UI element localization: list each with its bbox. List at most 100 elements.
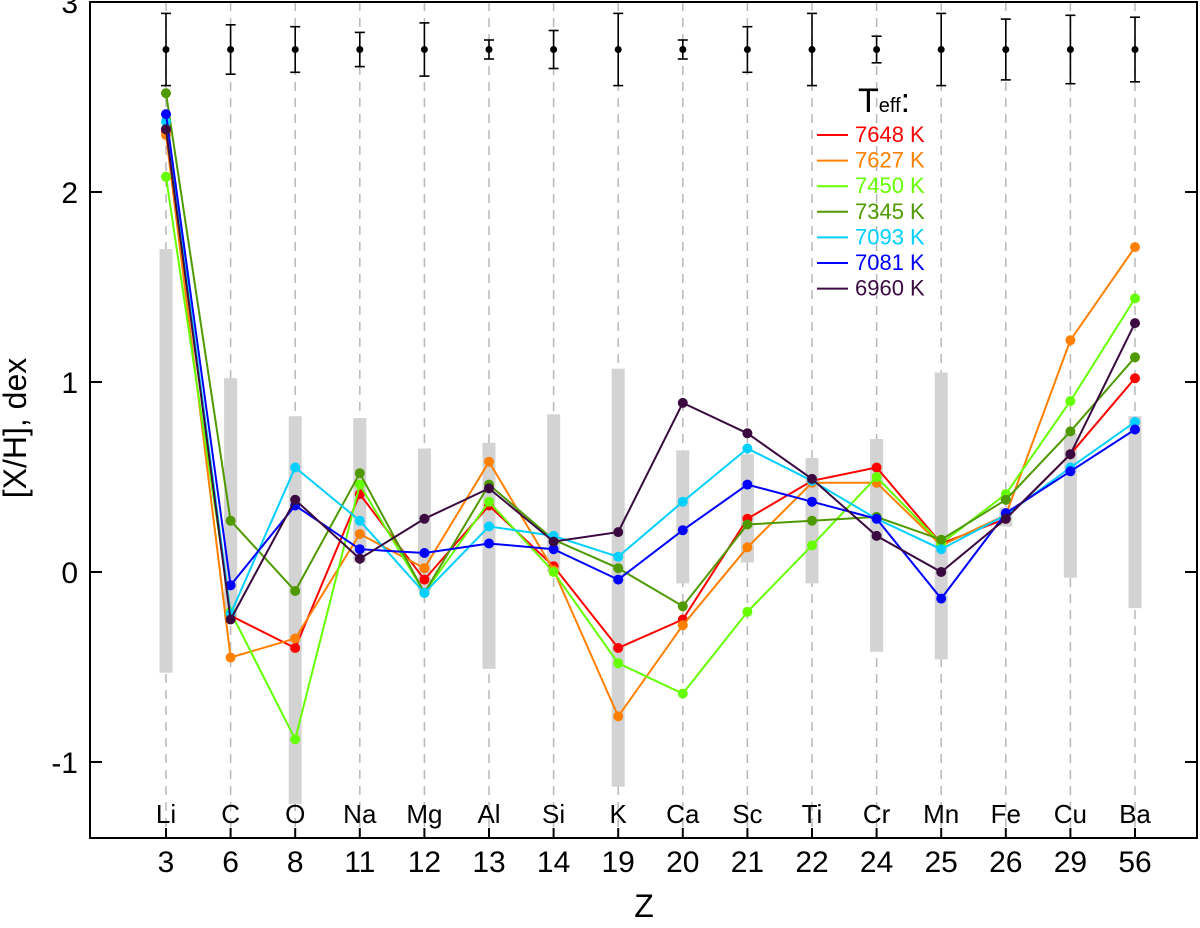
element-label: Ca xyxy=(666,799,700,829)
grey-range-Ba xyxy=(1128,416,1142,609)
error-bar-point xyxy=(420,46,428,53)
x-tick-label: 25 xyxy=(925,846,958,879)
x-tick-label: 26 xyxy=(989,846,1022,879)
error-bar-O xyxy=(290,25,301,74)
error-bar-Fe xyxy=(1000,18,1011,81)
error-bar-Na xyxy=(354,31,365,68)
grey-range-bars xyxy=(159,249,1142,804)
error-bar-C xyxy=(225,23,236,75)
data-point-7345-K-Ti xyxy=(807,515,817,526)
grey-range-Mn xyxy=(934,372,948,660)
data-point-7450-K-Si xyxy=(548,567,559,577)
grey-range-Li xyxy=(159,249,173,673)
data-point-7093-K-Na xyxy=(354,515,365,526)
element-label: Ba xyxy=(1119,799,1151,829)
data-point-7345-K-Mn xyxy=(936,534,947,545)
element-label: Si xyxy=(542,799,565,829)
data-point-7081-K-Si xyxy=(548,544,559,555)
legend-label-7081-K: 7081 K xyxy=(855,250,925,275)
data-point-7450-K-K xyxy=(613,658,624,669)
y-axis-label: [X/H], dex xyxy=(0,358,33,499)
series-line-7450-K xyxy=(165,176,1136,743)
data-point-7627-K-Al xyxy=(484,456,494,467)
legend-item-7450-K: 7450 K xyxy=(817,173,925,198)
legend-title-sub: eff xyxy=(879,95,901,117)
data-point-7648-K-O xyxy=(290,643,301,653)
data-point-7648-K-Cr xyxy=(871,462,882,473)
data-point-7450-K-Ba xyxy=(1130,293,1140,304)
data-point-7450-K-Ca xyxy=(677,688,688,699)
error-bar-point xyxy=(679,46,687,53)
data-point-7093-K-Ba xyxy=(1130,416,1140,427)
data-point-7081-K-Na xyxy=(354,544,365,555)
x-tick-label: 29 xyxy=(1054,846,1087,879)
data-point-6960-K-Cr xyxy=(871,530,882,541)
data-point-7450-K-Al xyxy=(484,496,494,507)
data-point-6960-K-Cu xyxy=(1065,449,1076,460)
element-label: Li xyxy=(156,799,176,829)
series-line-7093-K xyxy=(165,121,1136,618)
legend-label-7345-K: 7345 K xyxy=(855,199,925,224)
x-tick-label: 3 xyxy=(158,846,175,879)
error-bar-Ca xyxy=(677,39,688,60)
error-bar-point xyxy=(291,46,299,53)
data-point-7081-K-Ti xyxy=(807,496,817,507)
element-label: Cr xyxy=(863,799,891,829)
x-tick-label: 12 xyxy=(408,846,441,879)
data-point-7627-K-Na xyxy=(354,529,365,539)
legend-item-7648-K: 7648 K xyxy=(817,122,925,147)
data-point-7081-K-Ca xyxy=(677,525,688,536)
data-point-7081-K-Al xyxy=(484,538,494,549)
data-point-7648-K-K xyxy=(613,643,624,653)
data-point-6960-K-C xyxy=(225,614,236,625)
element-label: Na xyxy=(343,799,377,829)
y-tick-label: 1 xyxy=(61,367,78,400)
data-point-7345-K-Ca xyxy=(677,601,688,612)
data-point-6960-K-O xyxy=(290,494,301,505)
data-point-7627-K-Sc xyxy=(742,542,753,553)
grey-range-Al xyxy=(482,442,496,669)
element-label: Cu xyxy=(1054,799,1087,829)
element-label: C xyxy=(221,799,240,829)
data-point-7345-K-Cu xyxy=(1065,426,1076,437)
data-point-7081-K-Cu xyxy=(1065,466,1076,477)
plot-border xyxy=(89,1,1198,839)
error-bar-Mg xyxy=(419,22,430,77)
data-point-7627-K-Ba xyxy=(1130,242,1140,253)
x-tick-label: 21 xyxy=(731,846,764,879)
x-tick-label: 13 xyxy=(472,846,505,879)
element-label: Mg xyxy=(406,799,442,829)
element-label: Fe xyxy=(991,799,1021,829)
data-point-7081-K-Mn xyxy=(936,593,947,604)
data-point-7627-K-Mg xyxy=(419,563,430,574)
data-point-7093-K-Li xyxy=(161,116,171,127)
legend-label-6960-K: 6960 K xyxy=(855,276,925,301)
data-point-7093-K-Mn xyxy=(936,544,947,555)
error-bar-Al xyxy=(484,39,494,60)
data-point-6960-K-Ca xyxy=(677,397,688,408)
data-point-7345-K-Sc xyxy=(742,519,753,530)
error-bar-Sc xyxy=(742,25,753,74)
data-point-7648-K-Ba xyxy=(1130,373,1140,384)
data-point-6960-K-Li xyxy=(161,124,171,135)
data-point-7450-K-Ti xyxy=(807,540,817,551)
data-point-6960-K-K xyxy=(613,527,624,538)
series-line-7627-K xyxy=(165,134,1136,719)
y-tick-label: 0 xyxy=(61,557,78,590)
data-point-7081-K-Li xyxy=(161,109,171,120)
error-bar-point xyxy=(873,46,881,53)
data-point-7345-K-Li xyxy=(161,88,171,99)
series-7450-K xyxy=(161,171,1140,745)
legend-title: Teff: xyxy=(858,82,910,120)
data-point-7081-K-Sc xyxy=(742,479,753,490)
data-point-7627-K-K xyxy=(613,711,624,722)
data-point-6960-K-Sc xyxy=(742,428,753,439)
data-point-7450-K-Cr xyxy=(871,472,882,482)
x-tick-label: 11 xyxy=(344,846,375,879)
error-bar-Li xyxy=(161,12,171,87)
data-point-7627-K-O xyxy=(290,633,301,644)
grey-range-Cr xyxy=(870,439,884,652)
grey-range-O xyxy=(288,416,302,804)
series-6960-K xyxy=(161,124,1140,625)
